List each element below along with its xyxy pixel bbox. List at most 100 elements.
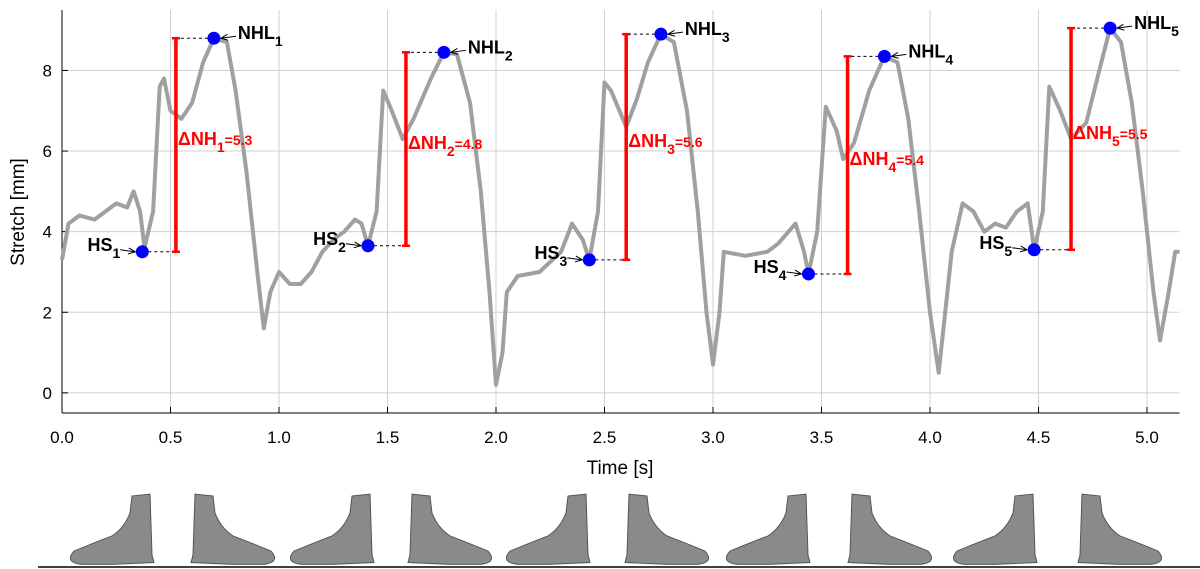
arrow bbox=[1012, 248, 1027, 250]
y-tick-label: 2 bbox=[43, 303, 52, 322]
foot bbox=[624, 493, 710, 565]
delta-label-part: 3 bbox=[667, 141, 675, 157]
arrow bbox=[345, 244, 361, 246]
plot-area: 0.0 0.5 1.0 1.5 2.0 2.5 3.0 3.5 4.0 4.5 5.0 0 2 4 6 8 HS… bbox=[43, 10, 1180, 447]
delta-label: ΔNH5=5.5 bbox=[1073, 123, 1148, 149]
x-tick-label: 5.0 bbox=[1135, 428, 1159, 447]
delta-label-part: =5.5 bbox=[1120, 126, 1148, 142]
delta-label-part: =5.4 bbox=[896, 152, 924, 168]
delta-label-part: ΔNH bbox=[850, 149, 889, 169]
hs-label: HS5 bbox=[979, 233, 1012, 259]
x-tick-label: 3.0 bbox=[701, 428, 725, 447]
foot bbox=[952, 493, 1038, 565]
arrow bbox=[1117, 26, 1133, 28]
nhl-label-part: 3 bbox=[722, 29, 730, 45]
delta-label-part: 4 bbox=[888, 159, 896, 175]
feet-illustration bbox=[69, 493, 1163, 565]
foot bbox=[190, 493, 276, 565]
y-tick-label: 0 bbox=[43, 384, 52, 403]
y-axis-label: Stretch [mm] bbox=[8, 158, 29, 266]
delta-label-part: ΔNH bbox=[1073, 123, 1112, 143]
nhl-label-part: NHL bbox=[238, 23, 275, 43]
delta-label-part: ΔNH bbox=[408, 133, 447, 153]
delta-label-part: 1 bbox=[217, 139, 225, 155]
arrow bbox=[668, 32, 683, 34]
nhl-label: NHL2 bbox=[468, 37, 513, 63]
hs-label-part: HS bbox=[534, 243, 559, 263]
nhl-marker bbox=[437, 45, 451, 59]
arrow bbox=[221, 36, 236, 38]
delta-label: ΔNH2=4.8 bbox=[408, 133, 483, 159]
y-tick-label: 6 bbox=[43, 142, 52, 161]
arrow bbox=[786, 272, 801, 274]
nhl-label-part: NHL bbox=[468, 37, 505, 57]
foot bbox=[1077, 493, 1163, 565]
foot bbox=[69, 493, 155, 565]
delta-label-part: =4.8 bbox=[455, 136, 483, 152]
nhl-label-part: 4 bbox=[945, 51, 953, 67]
nhl-label-part: 5 bbox=[1171, 23, 1179, 39]
delta-label-part: ΔNH bbox=[628, 131, 667, 151]
hs-label-part: HS bbox=[754, 257, 779, 277]
hs-marker bbox=[1027, 243, 1041, 257]
delta-label-part: ΔNH bbox=[178, 129, 217, 149]
x-axis-label: Time [s] bbox=[587, 458, 654, 479]
x-tick-label: 1.5 bbox=[376, 428, 400, 447]
hs-marker bbox=[135, 245, 149, 259]
delta-label-part: 2 bbox=[447, 143, 455, 159]
nhl-label: NHL4 bbox=[908, 41, 953, 67]
nhl-marker bbox=[1103, 21, 1117, 35]
x-tick-label: 4.5 bbox=[1027, 428, 1051, 447]
foot bbox=[725, 493, 811, 565]
x-tick-label: 4.0 bbox=[918, 428, 942, 447]
arrow bbox=[891, 54, 907, 56]
x-tick-label: 2.5 bbox=[593, 428, 617, 447]
x-tick-label: 3.5 bbox=[810, 428, 834, 447]
nhl-label: NHL3 bbox=[685, 19, 730, 45]
data-line bbox=[60, 26, 1180, 387]
y-tick-label: 4 bbox=[43, 223, 52, 242]
hs-label-part: 4 bbox=[779, 267, 787, 283]
hs-marker bbox=[801, 267, 815, 281]
x-tick-label: 0.0 bbox=[50, 428, 74, 447]
delta-label: ΔNH4=5.4 bbox=[850, 149, 925, 175]
delta-label-part: =5.3 bbox=[225, 132, 253, 148]
hs-label-part: HS bbox=[313, 229, 338, 249]
arrow bbox=[120, 250, 135, 252]
nhl-label: NHL5 bbox=[1134, 13, 1179, 39]
delta-label-part: =5.6 bbox=[675, 134, 703, 150]
hs-label-part: HS bbox=[87, 235, 112, 255]
nhl-marker bbox=[654, 27, 668, 41]
delta-label-part: 5 bbox=[1112, 133, 1120, 149]
foot bbox=[505, 493, 591, 565]
hs-marker bbox=[361, 239, 375, 253]
hs-marker bbox=[582, 253, 596, 267]
x-tick-label: 2.0 bbox=[484, 428, 508, 447]
delta-label: ΔNH1=5.3 bbox=[178, 129, 253, 155]
nhl-label-part: NHL bbox=[908, 41, 945, 61]
nhl-label-part: NHL bbox=[1134, 13, 1171, 33]
nhl-marker bbox=[877, 49, 891, 63]
hs-label-part: 5 bbox=[1004, 243, 1012, 259]
foot bbox=[407, 493, 493, 565]
hs-label-part: 1 bbox=[112, 245, 120, 261]
arrow bbox=[567, 258, 582, 260]
hs-label-part: HS bbox=[979, 233, 1004, 253]
nhl-label-part: 1 bbox=[275, 33, 283, 49]
hs-label: HS1 bbox=[87, 235, 120, 261]
nhl-marker bbox=[207, 31, 221, 45]
delta-label: ΔNH3=5.6 bbox=[628, 131, 703, 157]
x-tick-label: 0.5 bbox=[159, 428, 183, 447]
foot bbox=[289, 493, 375, 565]
nhl-label-part: NHL bbox=[685, 19, 722, 39]
arrow bbox=[451, 50, 466, 52]
hs-label: HS4 bbox=[754, 257, 787, 283]
hs-label-part: 2 bbox=[338, 239, 346, 255]
hs-label: HS3 bbox=[534, 243, 567, 269]
foot bbox=[847, 493, 933, 565]
nhl-label-part: 2 bbox=[505, 47, 513, 63]
x-tick-label: 1.0 bbox=[267, 428, 291, 447]
hs-label-part: 3 bbox=[560, 253, 568, 269]
hs-label: HS2 bbox=[313, 229, 346, 255]
